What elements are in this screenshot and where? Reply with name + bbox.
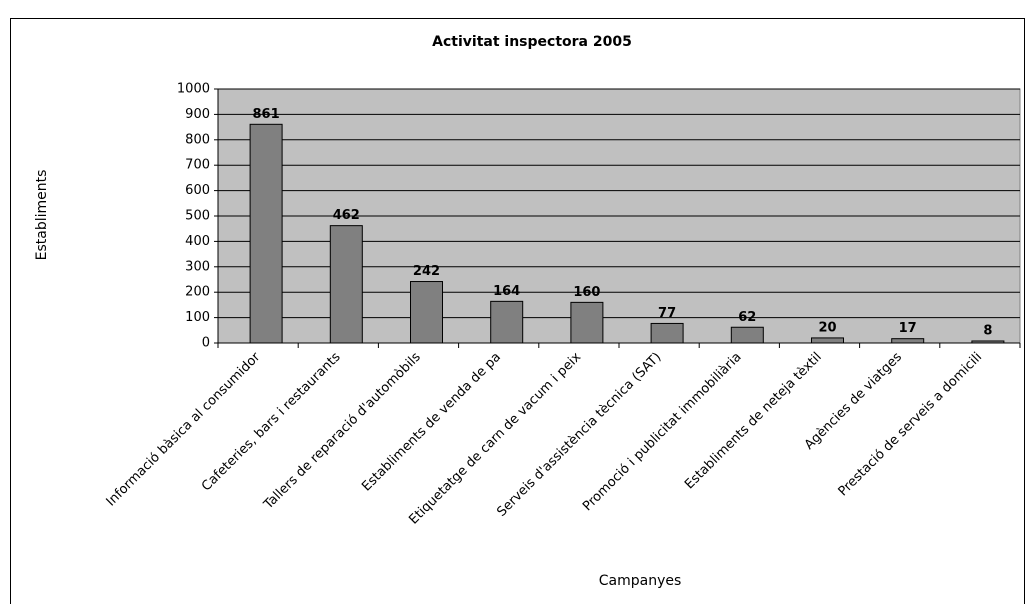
bar <box>410 281 443 344</box>
y-tick-label: 1000 <box>177 82 210 97</box>
value-label: 77 <box>658 306 676 321</box>
bar <box>971 340 1005 344</box>
bar <box>730 326 764 344</box>
y-tick-label: 100 <box>185 310 210 325</box>
value-label: 462 <box>333 208 360 223</box>
value-label: 861 <box>253 107 280 122</box>
bar <box>650 322 684 344</box>
value-label: 8 <box>983 323 992 338</box>
y-tick-label: 800 <box>185 132 210 147</box>
value-label: 164 <box>493 284 520 299</box>
bar <box>891 338 925 344</box>
value-label: 242 <box>413 264 440 279</box>
y-tick-label: 300 <box>185 259 210 274</box>
y-tick-label: 0 <box>202 336 210 351</box>
y-tick-label: 200 <box>185 285 210 300</box>
bar <box>490 300 524 344</box>
y-tick-label: 900 <box>185 107 210 122</box>
y-tick-label: 700 <box>185 158 210 173</box>
bar <box>329 225 363 344</box>
value-label: 20 <box>818 320 836 335</box>
y-tick-label: 400 <box>185 234 210 249</box>
y-tick-label: 600 <box>185 183 210 198</box>
value-label: 17 <box>899 321 917 336</box>
value-label: 62 <box>738 310 756 325</box>
y-axis-label: Establiments <box>34 170 50 261</box>
bar <box>811 337 844 344</box>
x-axis-label: Campanyes <box>599 573 682 589</box>
chart-title: Activitat inspectora 2005 <box>432 34 632 50</box>
value-label: 160 <box>573 285 600 300</box>
y-tick-label: 500 <box>185 209 210 224</box>
bar <box>249 123 283 344</box>
bar <box>570 301 604 344</box>
